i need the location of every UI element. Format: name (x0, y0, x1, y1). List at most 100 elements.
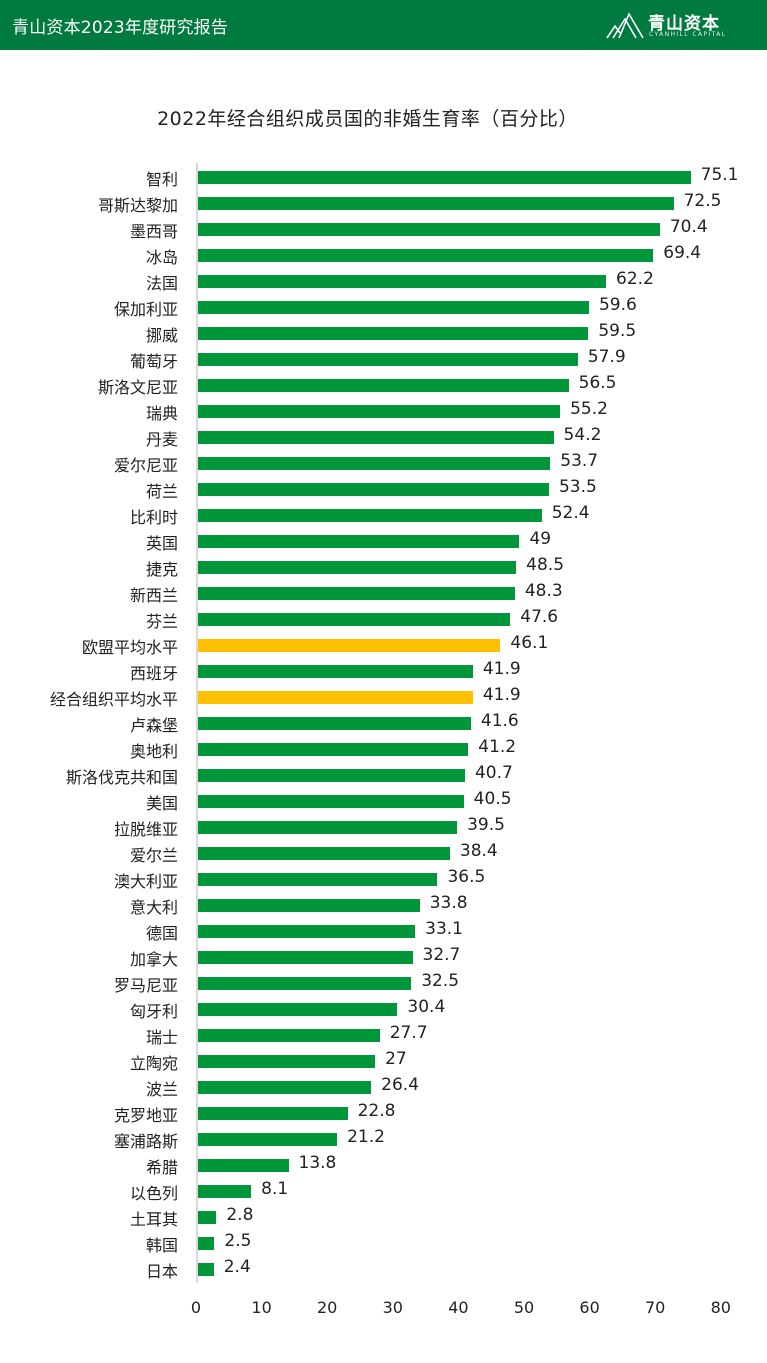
bar-row: 塞浦路斯 21.2 (0, 1126, 767, 1152)
category-label: 匈牙利 (129, 1002, 178, 1021)
bar-row: 新西兰 48.3 (0, 580, 767, 606)
country-bar (198, 431, 554, 444)
category-label: 墨西哥 (129, 222, 178, 241)
value-label: 69.4 (663, 243, 702, 263)
bar-row: 韩国 2.5 (0, 1230, 767, 1256)
category-label: 冰岛 (145, 248, 178, 267)
logo-text-en: CYANHILL CAPITAL (649, 31, 727, 38)
country-bar (198, 587, 515, 600)
country-bar (198, 1029, 380, 1042)
bar-row: 芬兰 47.6 (0, 606, 767, 632)
country-bar (198, 171, 691, 184)
value-label: 48.3 (524, 581, 563, 601)
value-label: 47.6 (520, 607, 559, 627)
value-label: 70.4 (669, 217, 708, 237)
bar-row: 美国 40.5 (0, 788, 767, 814)
bar-row: 爱尔兰 38.4 (0, 840, 767, 866)
category-label: 拉脱维亚 (113, 820, 178, 839)
mountain-logo-icon (606, 12, 644, 39)
average-bar (198, 691, 473, 704)
bar-row: 奥地利 41.2 (0, 736, 767, 762)
bar-row: 土耳其 2.8 (0, 1204, 767, 1230)
value-label: 30.4 (407, 997, 446, 1017)
category-label: 卢森堡 (129, 716, 178, 735)
category-label: 加拿大 (129, 950, 178, 969)
country-bar (198, 1211, 217, 1224)
bar-row: 挪威 59.5 (0, 320, 767, 346)
category-label: 意大利 (129, 898, 178, 917)
value-label: 13.8 (298, 1153, 337, 1173)
category-label: 英国 (145, 534, 178, 553)
value-label: 32.7 (422, 945, 461, 965)
country-bar (198, 483, 549, 496)
bar-row: 加拿大 32.7 (0, 944, 767, 970)
category-label: 塞浦路斯 (113, 1132, 178, 1151)
bar-row: 以色列 8.1 (0, 1178, 767, 1204)
country-bar (198, 717, 471, 730)
bar-row: 墨西哥 70.4 (0, 216, 767, 242)
y-axis-line (196, 163, 198, 1283)
x-tick-label: 80 (710, 1298, 731, 1317)
value-label: 40.5 (473, 789, 512, 809)
bar-row: 波兰 26.4 (0, 1074, 767, 1100)
value-label: 33.8 (429, 893, 468, 913)
bar-row: 爱尔尼亚 53.7 (0, 450, 767, 476)
country-bar (198, 353, 578, 366)
category-label: 韩国 (145, 1236, 178, 1255)
bar-row: 捷克 48.5 (0, 554, 767, 580)
category-label: 比利时 (129, 508, 178, 527)
report-header: 青山资本2023年度研究报告 青山资本 CYANHILL CAPITAL (0, 0, 767, 50)
x-tick-label: 30 (382, 1298, 403, 1317)
value-label: 48.5 (526, 555, 565, 575)
category-label: 丹麦 (145, 430, 178, 449)
value-label: 55.2 (570, 399, 608, 419)
bar-row: 瑞士 27.7 (0, 1022, 767, 1048)
value-label: 62.2 (616, 269, 654, 289)
category-label: 经合组织平均水平 (49, 690, 178, 709)
x-tick-label: 20 (317, 1298, 338, 1317)
category-label: 以色列 (129, 1184, 178, 1203)
value-label: 27 (385, 1049, 407, 1069)
country-bar (198, 405, 561, 418)
value-label: 49 (529, 529, 552, 549)
bar-row: 克罗地亚 22.8 (0, 1100, 767, 1126)
bar-row: 比利时 52.4 (0, 502, 767, 528)
country-bar (198, 561, 517, 574)
country-bar (198, 1081, 372, 1094)
category-label: 澳大利亚 (113, 872, 178, 891)
value-label: 52.4 (551, 503, 590, 523)
country-bar (198, 665, 473, 678)
country-bar (198, 197, 674, 210)
country-bar (198, 821, 458, 834)
country-bar (198, 743, 469, 756)
value-label: 41.6 (480, 711, 519, 731)
bar-row: 葡萄牙 57.9 (0, 346, 767, 372)
category-label: 捷克 (145, 560, 178, 579)
value-label: 38.4 (459, 841, 498, 861)
country-bar (198, 613, 511, 626)
value-label: 59.5 (598, 321, 637, 341)
country-bar (198, 457, 551, 470)
category-label: 波兰 (145, 1080, 178, 1099)
value-label: 2.8 (226, 1205, 254, 1225)
bar-row: 保加利亚 59.6 (0, 294, 767, 320)
category-label: 荷兰 (145, 482, 178, 501)
country-bar (198, 275, 607, 288)
bar-row: 匈牙利 30.4 (0, 996, 767, 1022)
country-bar (198, 899, 420, 912)
bar-row: 罗马尼亚 32.5 (0, 970, 767, 996)
x-tick-label: 40 (448, 1298, 469, 1317)
country-bar (198, 1237, 215, 1250)
bar-row: 法国 62.2 (0, 268, 767, 294)
category-label: 爱尔兰 (129, 846, 178, 865)
country-bar (198, 1185, 252, 1198)
category-label: 智利 (145, 170, 178, 189)
category-label: 斯洛伐克共和国 (65, 768, 178, 787)
average-bar (198, 639, 501, 652)
country-bar (198, 301, 589, 314)
category-label: 新西兰 (129, 586, 178, 605)
category-label: 日本 (145, 1262, 178, 1281)
country-bar (198, 925, 416, 938)
chart-title: 2022年经合组织成员国的非婚生育率（百分比） (157, 108, 578, 130)
country-bar (198, 873, 438, 886)
